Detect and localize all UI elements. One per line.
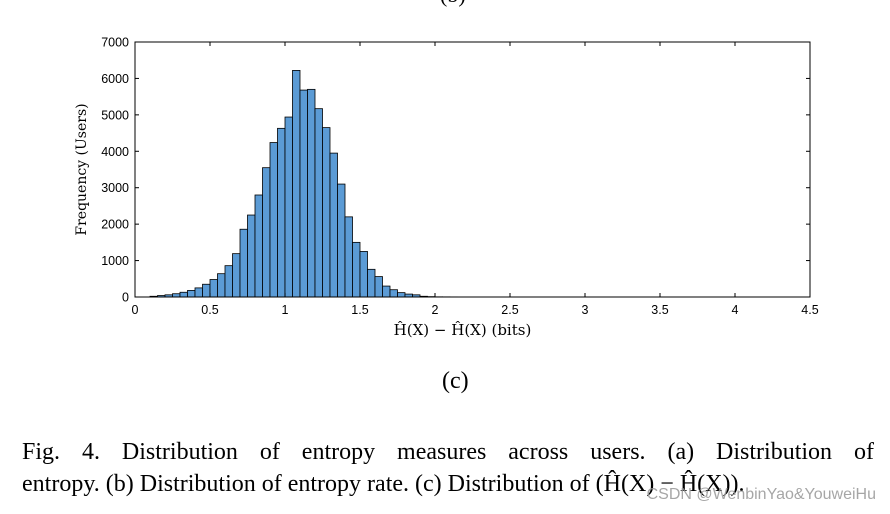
x-tick-label: 1 (282, 303, 289, 317)
y-tick-label: 4000 (101, 145, 129, 159)
histogram-bar (232, 253, 241, 298)
y-axis-ticks: 0 1000 2000 3000 4000 5000 6000 7000 (101, 36, 810, 305)
x-tick-label: 3.5 (651, 303, 668, 317)
histogram-bar (329, 152, 338, 298)
histogram-bar (344, 216, 353, 298)
histogram-bar (389, 289, 398, 298)
histogram-chart: 0 0.5 1 1.5 2 2.5 3 3.5 4 4.5 0 1000 2000 3000 4000 50… (74, 36, 819, 340)
histogram-bar (382, 285, 391, 298)
histogram-bar (254, 194, 263, 298)
caption-line-1: Fig. 4. Distribution of entropy measures… (22, 439, 874, 465)
histogram-bar (262, 167, 271, 298)
x-axis-label: Ĥ(X) − Ĥ(X) (bits) (394, 321, 532, 339)
histogram-bar (397, 292, 406, 298)
histogram-bar (224, 265, 233, 298)
y-tick-label: 3000 (101, 181, 129, 195)
previous-panel-label: (b) (440, 0, 466, 8)
histogram-bar (352, 241, 361, 298)
histogram-bar (284, 116, 293, 298)
histogram-bar (194, 287, 203, 298)
x-tick-label: 0.5 (201, 303, 218, 317)
histogram-bar (179, 291, 188, 298)
x-tick-label: 4 (732, 303, 739, 317)
x-tick-label: 1.5 (351, 303, 368, 317)
x-axis-ticks: 0 0.5 1 1.5 2 2.5 3 3.5 4 4.5 (132, 42, 819, 317)
y-tick-label: 0 (122, 291, 129, 305)
x-tick-label: 3 (582, 303, 589, 317)
histogram-bar (374, 276, 383, 298)
histogram-bar (269, 142, 278, 298)
histogram-bar (217, 273, 226, 298)
y-tick-label: 1000 (101, 254, 129, 268)
x-tick-label: 0 (132, 303, 139, 317)
histogram-bar (202, 283, 211, 298)
histogram-bar (359, 251, 368, 298)
histogram-bar (187, 290, 196, 298)
y-tick-label: 5000 (101, 108, 129, 122)
histogram-bar (337, 183, 346, 298)
histogram-bar (277, 127, 286, 298)
caption-line-2: entropy. (b) Distribution of entropy rat… (22, 471, 745, 497)
figure-caption: Fig. 4. Distribution of entropy measures… (22, 436, 874, 500)
x-tick-label: 2.5 (501, 303, 518, 317)
y-tick-label: 7000 (101, 36, 129, 50)
histogram-bar (299, 89, 308, 298)
histogram-bar (314, 108, 323, 298)
bars-group (149, 70, 511, 298)
axes-box (134, 41, 811, 298)
histogram-bar (247, 214, 256, 298)
x-tick-label: 4.5 (801, 303, 818, 317)
histogram-bar (367, 268, 376, 298)
histogram-bar (292, 70, 301, 298)
panel-label: (c) (442, 368, 469, 394)
histogram-bar (322, 127, 331, 298)
x-tick-label: 2 (432, 303, 439, 317)
histogram-bar (307, 88, 316, 298)
y-axis-label: Frequency (Users) (74, 103, 90, 235)
watermark-text: CSDN @WenbinYao&YouweiHu (646, 486, 876, 503)
histogram-bar (209, 279, 218, 298)
y-tick-label: 6000 (101, 72, 129, 86)
y-tick-label: 2000 (101, 218, 129, 232)
histogram-bar (239, 228, 248, 298)
